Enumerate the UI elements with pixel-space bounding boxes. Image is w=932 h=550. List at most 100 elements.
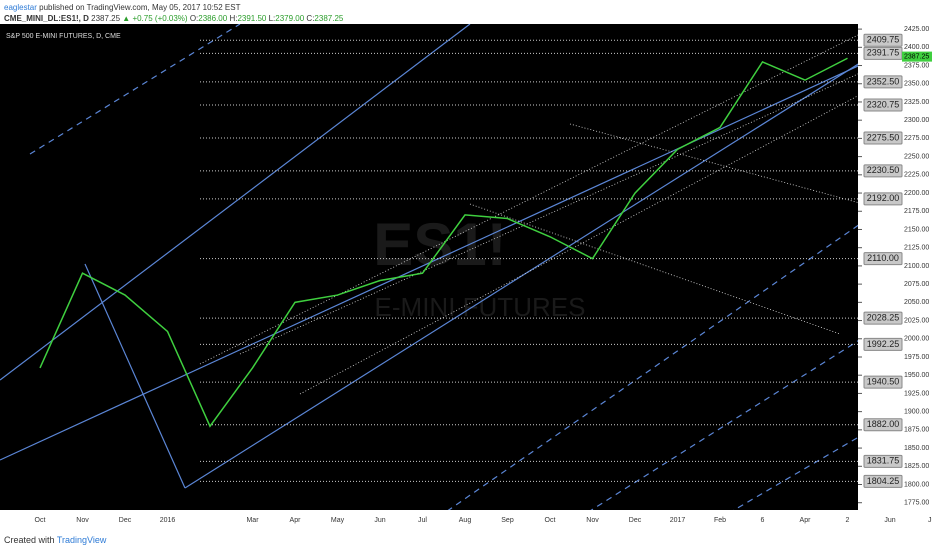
level-label: 2352.50 xyxy=(867,76,900,86)
y-tick-label: 2175.00 xyxy=(904,208,929,215)
x-tick-label: Jun xyxy=(884,517,895,524)
last-price-box xyxy=(902,51,932,62)
c-label: C: xyxy=(306,14,315,23)
l-label: L: xyxy=(268,14,276,23)
level-label: 2391.75 xyxy=(867,48,900,58)
price-line xyxy=(39,57,848,428)
x-tick-label: Nov xyxy=(76,517,89,524)
level-box xyxy=(863,131,903,145)
x-tick-label: 2016 xyxy=(160,517,176,524)
pitchfork xyxy=(0,24,932,530)
watermark-name: E-MINI FUTURES xyxy=(375,292,586,322)
time-axis xyxy=(0,510,932,530)
x-tick-label: Oct xyxy=(545,517,556,524)
level-label: 2192.00 xyxy=(867,193,900,203)
chart-bg xyxy=(0,24,932,530)
x-tick-label: Nov xyxy=(586,517,599,524)
level-label: 2230.50 xyxy=(867,165,900,175)
x-tick-label: Dec xyxy=(629,517,642,524)
y-tick-label: 1950.00 xyxy=(904,372,929,379)
x-tick-label: Oct xyxy=(35,517,46,524)
published: published on TradingView.com, May 05, 20… xyxy=(39,3,241,12)
level-label: 1940.50 xyxy=(867,376,900,386)
x-tick-label: 6 xyxy=(761,517,765,524)
last-price-label: 2387.25 xyxy=(904,53,929,60)
level-label: 2409.75 xyxy=(867,35,900,45)
y-tick-label: 1850.00 xyxy=(904,445,929,452)
change: ▲ +0.75 (+0.03%) xyxy=(122,14,188,23)
y-tick-label: 2150.00 xyxy=(904,226,929,233)
y-tick-label: 2100.00 xyxy=(904,263,929,270)
level-box xyxy=(863,311,903,325)
watermark-symbol: ES1! xyxy=(373,211,506,278)
y-tick-label: 1900.00 xyxy=(904,408,929,415)
level-label: 1831.75 xyxy=(867,456,900,466)
o-label: O: xyxy=(189,14,199,23)
created: Created with xyxy=(4,535,55,545)
header: eaglestar published on TradingView.com, … xyxy=(4,2,343,24)
x-tick-label: Jul xyxy=(928,517,932,524)
y-tick-label: 2125.00 xyxy=(904,245,929,252)
y-tick-label: 1975.00 xyxy=(904,354,929,361)
level-label: 1992.25 xyxy=(867,339,900,349)
level-box xyxy=(863,75,903,89)
y-tick-label: 1775.00 xyxy=(904,500,929,507)
level-label: 1804.25 xyxy=(867,476,900,486)
open: 2386.00 xyxy=(198,14,228,23)
level-box xyxy=(863,33,903,47)
brand[interactable]: TradingView xyxy=(56,535,107,545)
level-box xyxy=(863,418,903,432)
y-tick-label: 2275.00 xyxy=(904,135,929,142)
level-box xyxy=(863,454,903,468)
level-label: 2275.50 xyxy=(867,132,900,142)
level-label: 2028.25 xyxy=(867,313,900,323)
y-tick-label: 1825.00 xyxy=(904,463,929,470)
user[interactable]: eaglestar xyxy=(4,3,37,12)
level-box xyxy=(863,252,903,266)
y-tick-label: 1800.00 xyxy=(904,481,929,488)
y-tick-label: 2400.00 xyxy=(904,44,929,51)
price: 2387.25 xyxy=(91,14,121,23)
y-tick-label: 2000.00 xyxy=(904,336,929,343)
high: 2391.50 xyxy=(237,14,267,23)
close: 2387.25 xyxy=(314,14,344,23)
low: 2379.00 xyxy=(275,14,305,23)
y-tick-label: 2250.00 xyxy=(904,153,929,160)
y-tick-label: 2300.00 xyxy=(904,117,929,124)
y-tick-label: 2375.00 xyxy=(904,62,929,69)
symbol: CME_MINI_DL:ES1!, D xyxy=(4,14,89,23)
chart: ES1! E-MINI FUTURES S&P 500 E-MINI FUTURE… xyxy=(0,24,932,530)
y-tick-label: 2350.00 xyxy=(904,81,929,88)
y-tick-label: 2025.00 xyxy=(904,317,929,324)
x-tick-label: 2017 xyxy=(670,517,686,524)
y-tick-label: 2425.00 xyxy=(904,26,929,33)
x-tick-label: Mar xyxy=(246,517,259,524)
x-tick-label: Feb xyxy=(714,517,726,524)
y-tick-label: 1875.00 xyxy=(904,427,929,434)
x-tick-label: Jul xyxy=(418,517,427,524)
level-box xyxy=(863,98,903,112)
level-label: 2110.00 xyxy=(867,253,899,263)
level-box xyxy=(863,474,903,488)
y-tick-label: 2200.00 xyxy=(904,190,929,197)
x-tick-label: Apr xyxy=(290,517,302,524)
level-box xyxy=(863,337,903,351)
y-tick-label: 2225.00 xyxy=(904,172,929,179)
level-label: 1882.00 xyxy=(867,419,900,429)
h-label: H: xyxy=(229,14,238,23)
level-box xyxy=(863,164,903,178)
x-tick-label: Aug xyxy=(459,517,472,524)
watermark: ES1! E-MINI FUTURES xyxy=(373,211,585,322)
level-label: 2320.75 xyxy=(867,99,900,109)
x-tick-label: Jun xyxy=(374,517,385,524)
x-tick-label: Apr xyxy=(800,517,812,524)
x-tick-label: May xyxy=(331,517,345,524)
chart-title: S&P 500 E-MINI FUTURES, D, CME xyxy=(6,33,121,40)
x-tick-label: Sep xyxy=(501,517,514,524)
y-tick-label: 2325.00 xyxy=(904,99,929,106)
x-tick-label: Dec xyxy=(119,517,132,524)
y-tick-label: 1925.00 xyxy=(904,390,929,397)
level-box xyxy=(863,192,903,206)
level-box xyxy=(863,375,903,389)
